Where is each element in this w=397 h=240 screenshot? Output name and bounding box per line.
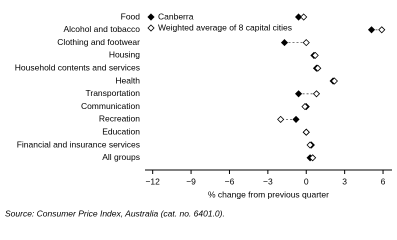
source-note: Source: Consumer Price Index, Australia …	[5, 208, 225, 218]
legend-marker	[147, 13, 155, 21]
x-tick-label: 0	[304, 176, 309, 186]
dot-marker	[306, 141, 314, 149]
dot-marker	[311, 51, 319, 59]
x-tick-label: −6	[225, 176, 235, 186]
category-label: Household contents and services	[15, 62, 140, 72]
dot-marker	[378, 26, 386, 34]
category-label: Food	[121, 11, 141, 21]
legend-label: Weighted average of 8 capital cities	[158, 22, 292, 32]
x-axis-label: % change from previous quarter	[208, 189, 329, 199]
legend-marker	[147, 24, 155, 32]
dot-marker	[302, 39, 310, 47]
category-label: Housing	[109, 50, 140, 60]
dot-marker	[300, 13, 308, 21]
dot-marker	[312, 90, 321, 98]
x-tick-label: 3	[342, 176, 347, 186]
dot-marker	[330, 77, 338, 85]
category-label: Alcohol and tobacco	[63, 24, 140, 34]
dot-marker	[301, 103, 309, 111]
dot-marker	[295, 13, 303, 21]
dot-marker	[309, 154, 317, 162]
category-label: Clothing and footwear	[57, 37, 140, 47]
dot-marker	[302, 128, 310, 136]
category-label: Education	[102, 126, 140, 136]
dot-marker	[292, 115, 300, 123]
category-label: All groups	[102, 152, 140, 162]
category-label: Communication	[81, 101, 140, 111]
x-tick-label: −9	[186, 176, 196, 186]
category-label: Transportation	[86, 88, 141, 98]
x-tick-label: 6	[381, 176, 386, 186]
dot-marker	[280, 39, 289, 47]
category-label: Recreation	[99, 114, 140, 124]
dot-marker	[314, 64, 322, 72]
x-tick-label: −3	[263, 176, 273, 186]
category-label: Financial and insurance services	[17, 139, 140, 149]
chart: Source: Consumer Price Index, Australia …	[5, 11, 392, 218]
x-tick-label: −12	[145, 176, 160, 186]
legend-label: Canberra	[158, 11, 194, 21]
dot-marker	[367, 26, 376, 34]
dot-marker	[277, 115, 285, 123]
dot-marker	[295, 90, 303, 98]
category-label: Health	[115, 75, 140, 85]
